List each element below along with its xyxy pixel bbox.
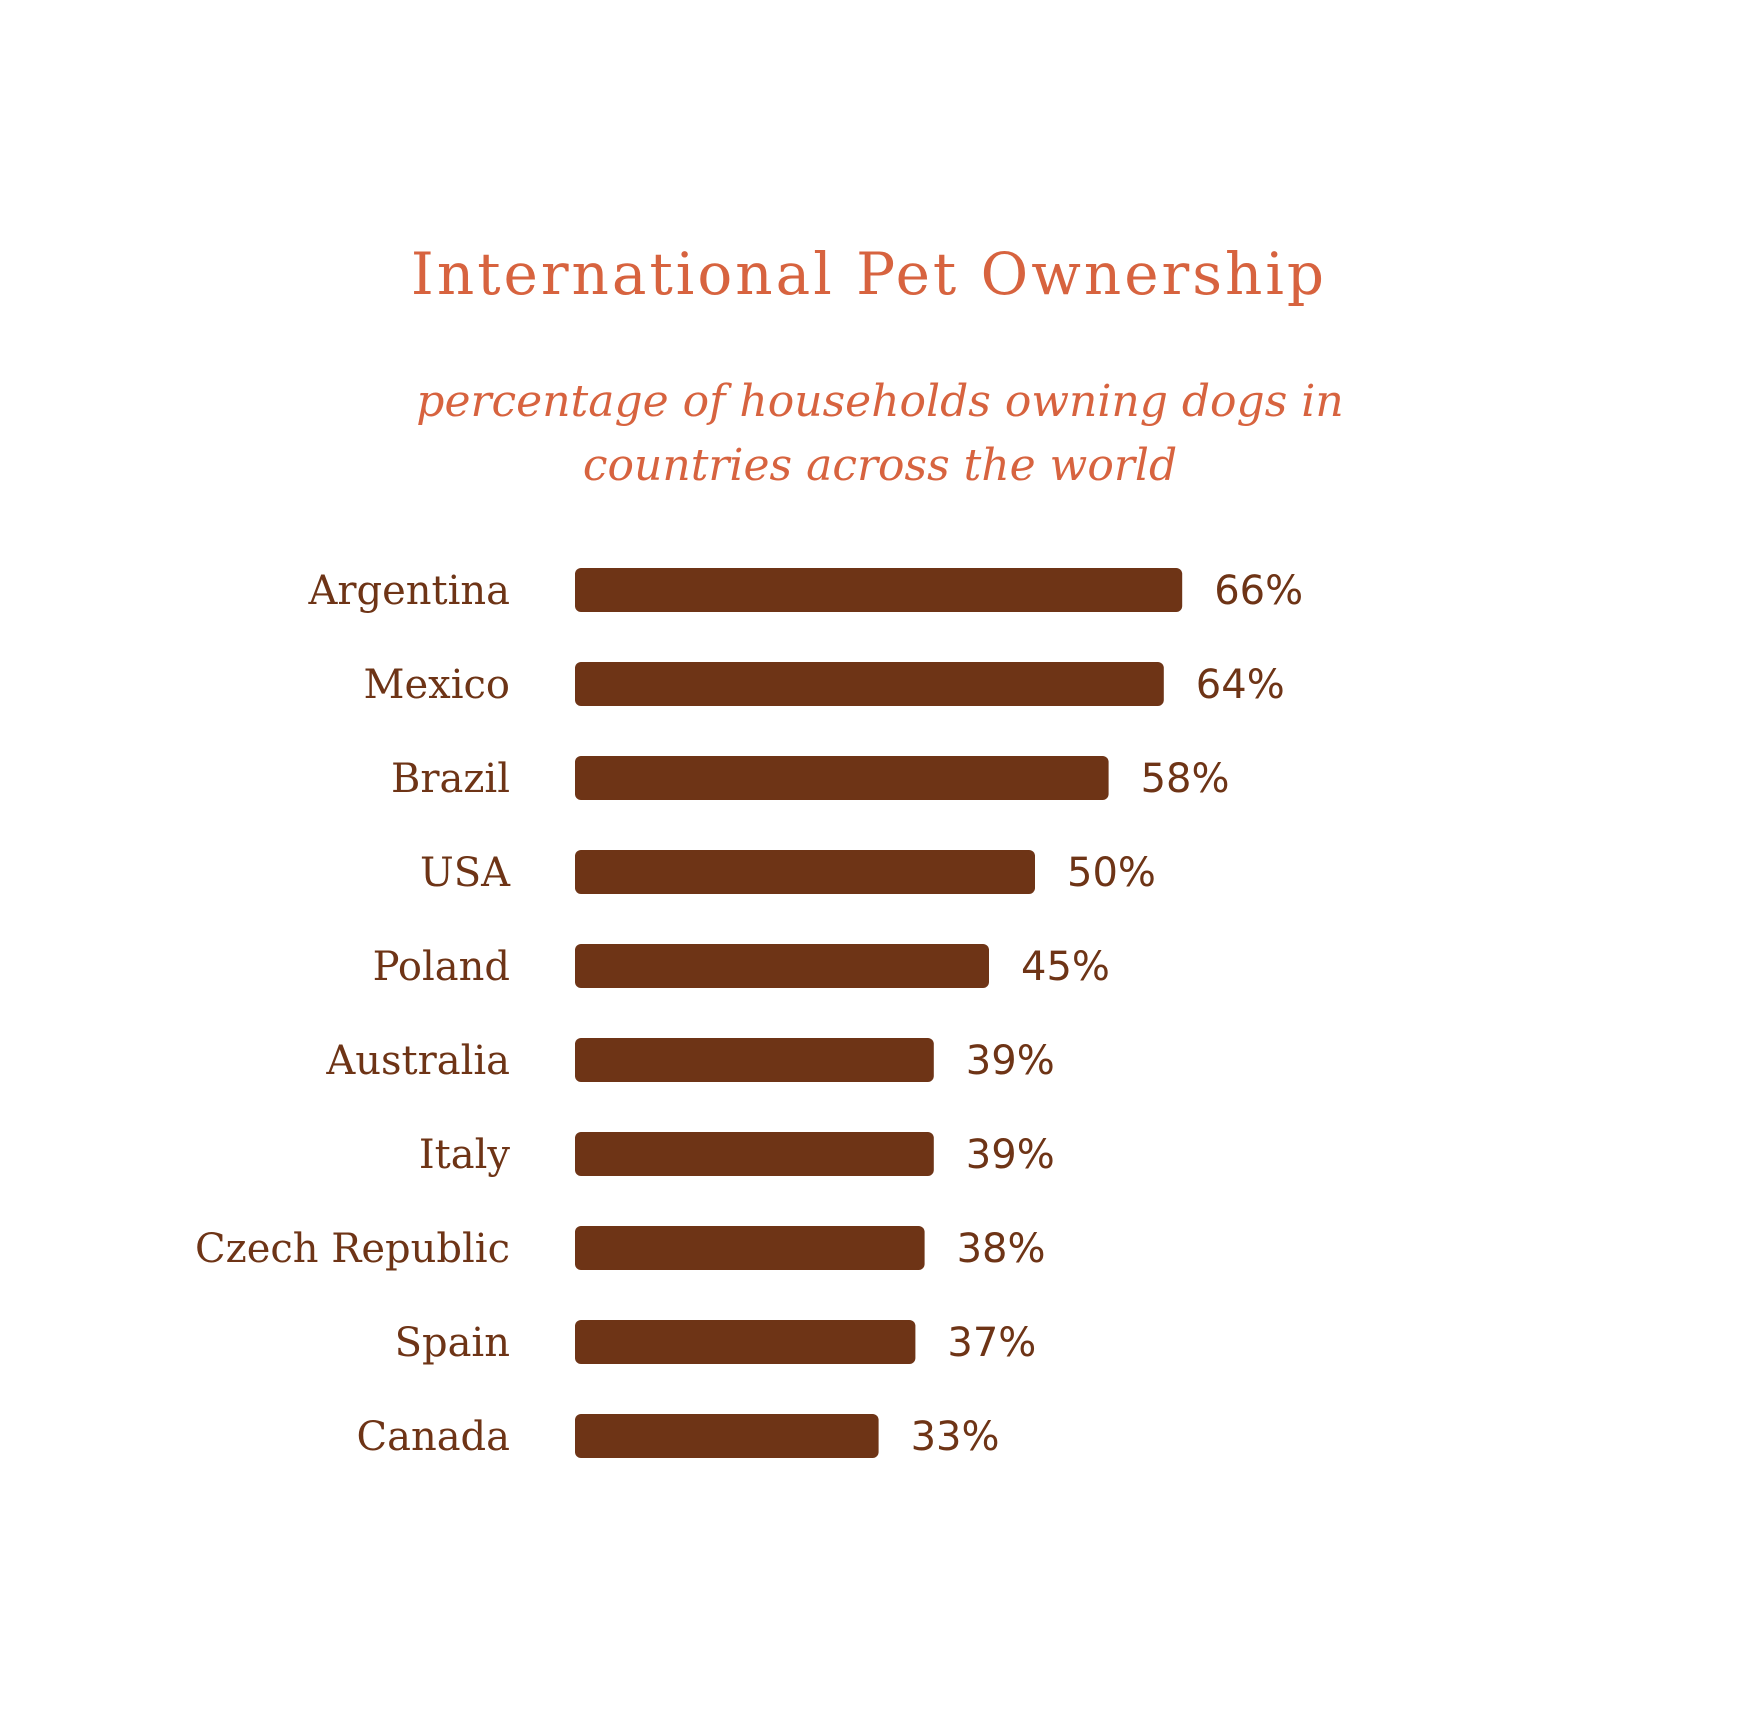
bar-poland bbox=[575, 944, 989, 988]
value-label-poland: 45% bbox=[1021, 944, 1110, 990]
value-label-canada: 33% bbox=[911, 1414, 1000, 1460]
bar-italy bbox=[575, 1132, 934, 1176]
category-label-spain: Spain bbox=[395, 1320, 510, 1366]
category-label-argentina: Argentina bbox=[307, 568, 510, 614]
bar-usa bbox=[575, 850, 1035, 894]
bar-czech-republic bbox=[575, 1226, 925, 1270]
value-label-mexico: 64% bbox=[1196, 662, 1285, 708]
bar-argentina bbox=[575, 568, 1183, 612]
category-label-italy: Italy bbox=[419, 1132, 511, 1178]
bar-canada bbox=[575, 1414, 879, 1458]
bar-mexico bbox=[575, 662, 1164, 706]
value-label-spain: 37% bbox=[947, 1320, 1036, 1366]
chart-title: International Pet Ownership bbox=[410, 240, 1328, 308]
value-label-brazil: 58% bbox=[1141, 756, 1230, 802]
value-label-argentina: 66% bbox=[1214, 568, 1303, 614]
value-label-italy: 39% bbox=[966, 1132, 1055, 1178]
value-label-usa: 50% bbox=[1067, 850, 1156, 896]
category-label-czech-republic: Czech Republic bbox=[195, 1226, 510, 1272]
category-label-australia: Australia bbox=[325, 1038, 510, 1084]
chart-subtitle: percentage of households owning dogs in … bbox=[416, 376, 1344, 491]
category-label-usa: USA bbox=[420, 850, 511, 896]
category-label-brazil: Brazil bbox=[391, 756, 510, 802]
category-label-canada: Canada bbox=[356, 1414, 510, 1460]
value-label-czech-republic: 38% bbox=[957, 1226, 1046, 1272]
bar-australia bbox=[575, 1038, 934, 1082]
category-label-mexico: Mexico bbox=[364, 662, 510, 708]
bar-brazil bbox=[575, 756, 1109, 800]
category-label-poland: Poland bbox=[373, 944, 510, 990]
value-label-australia: 39% bbox=[966, 1038, 1055, 1084]
bar-spain bbox=[575, 1320, 916, 1364]
